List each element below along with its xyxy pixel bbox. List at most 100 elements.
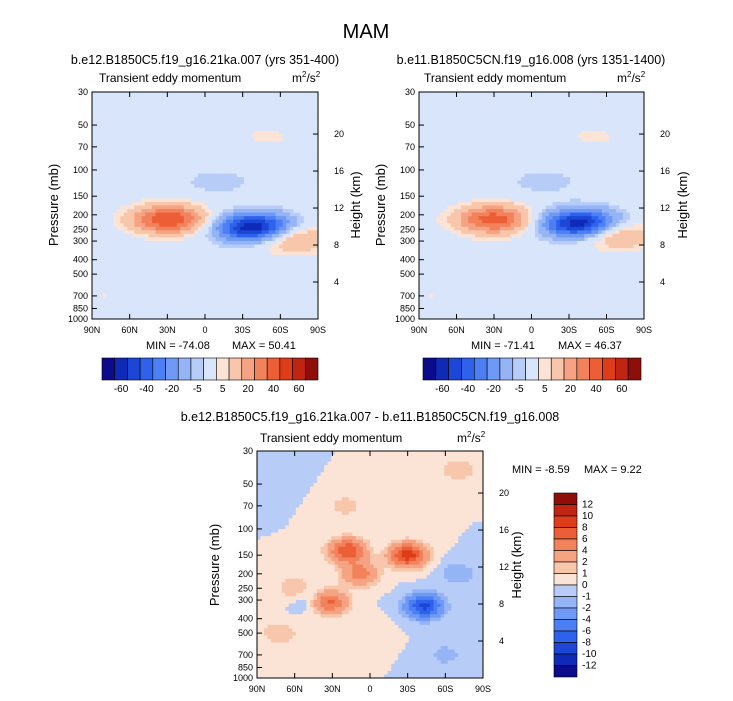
field-cell [120, 205, 125, 210]
field-cell [194, 209, 199, 214]
field-cell [307, 131, 312, 136]
field-cell [95, 99, 100, 104]
field-cell [471, 109, 476, 114]
field-cell [148, 262, 153, 267]
field-cell [289, 209, 294, 214]
field-cell [113, 127, 118, 132]
field-cell [137, 99, 143, 104]
field-cell [215, 230, 220, 235]
field-cell [130, 308, 135, 313]
field-cell [95, 109, 100, 114]
field-cell [272, 116, 277, 121]
field-cell [99, 138, 104, 143]
field-cell [240, 166, 245, 171]
field-cell [601, 131, 606, 136]
field-cell [450, 102, 455, 107]
field-cell [286, 180, 291, 185]
field-cell [190, 209, 196, 214]
field-cell [187, 308, 192, 313]
field-cell [148, 240, 153, 246]
field-cell [577, 95, 582, 100]
field-cell [443, 92, 448, 97]
field-cell [137, 265, 143, 270]
field-cell [162, 237, 167, 242]
field-cell [279, 248, 284, 253]
field-cell [570, 109, 575, 114]
field-cell [247, 269, 252, 274]
field-cell [289, 233, 294, 239]
field-cell [102, 162, 107, 168]
field-cell [152, 283, 157, 288]
field-cell [314, 95, 318, 100]
field-cell [183, 152, 188, 157]
field-cell [243, 92, 248, 97]
field-cell [148, 127, 153, 132]
field-cell [433, 113, 438, 118]
field-cell [552, 109, 557, 114]
field-cell [176, 216, 181, 221]
field-cell [510, 116, 515, 121]
field-cell [148, 297, 153, 302]
field-cell [148, 106, 153, 111]
field-cell [159, 99, 164, 104]
field-cell [205, 99, 210, 104]
field-cell [520, 106, 526, 111]
field-cell [286, 194, 291, 200]
colorbar-swatch [228, 357, 243, 381]
field-cell [109, 251, 114, 256]
field-cell [120, 187, 125, 192]
field-cell [257, 145, 263, 150]
field-cell [162, 248, 167, 253]
field-cell [475, 92, 480, 97]
field-cell [183, 99, 188, 104]
field-cell [148, 230, 153, 235]
field-cell [307, 219, 312, 224]
field-cell [279, 191, 284, 196]
field-cell [162, 159, 167, 164]
field-cell [598, 123, 603, 129]
field-cell [208, 138, 213, 143]
field-cell [212, 148, 217, 153]
field-cell [95, 283, 100, 288]
field-cell [226, 116, 231, 121]
field-cell [236, 145, 241, 150]
field-cell [296, 113, 301, 118]
field-cell [194, 212, 199, 217]
field-cell [222, 173, 227, 178]
field-cell [176, 240, 181, 246]
field-cell [573, 102, 578, 107]
field-cell [612, 92, 617, 97]
field-cell [608, 99, 613, 104]
field-cell [282, 116, 287, 121]
field-cell [212, 95, 217, 100]
field-cell [194, 159, 199, 164]
field-cell [201, 162, 206, 168]
field-cell [190, 279, 196, 285]
field-cell [166, 191, 171, 196]
field-cell [254, 258, 259, 263]
field-cell [123, 198, 128, 203]
field-cell [123, 308, 128, 313]
field-cell [233, 102, 238, 107]
field-cell [307, 152, 312, 157]
field-cell [120, 304, 125, 309]
field-cell [612, 131, 617, 136]
field-cell [123, 255, 128, 260]
height-tick-label: 16 [334, 166, 344, 176]
field-cell [250, 269, 256, 274]
field-cell [254, 272, 259, 278]
field-cell [95, 184, 100, 189]
field-cell [141, 123, 146, 129]
field-cell [205, 95, 210, 100]
field-cell [257, 152, 263, 157]
field-cell [113, 194, 118, 200]
field-cell [310, 233, 316, 239]
field-cell [162, 283, 167, 288]
field-cell [275, 304, 280, 309]
field-cell [293, 141, 298, 146]
field-cell [92, 308, 97, 313]
field-cell [166, 201, 171, 207]
field-cell [180, 294, 185, 299]
field-cell [275, 138, 280, 143]
field-cell [152, 99, 157, 104]
